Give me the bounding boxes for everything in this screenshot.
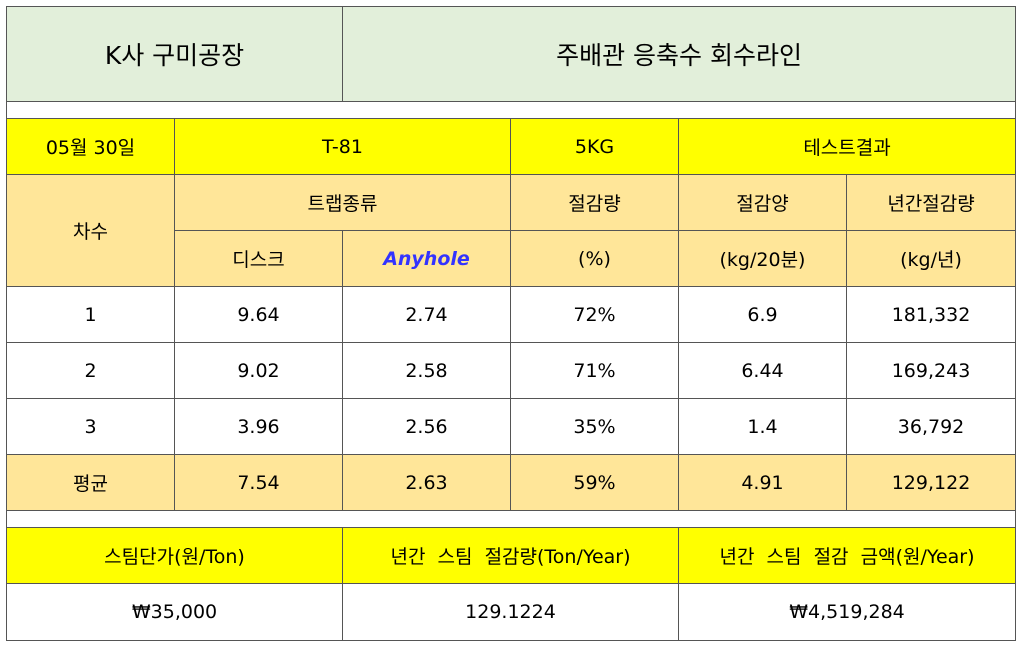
test-info-row: 05월 30일 T-81 5KG 테스트결과 (6, 118, 1017, 175)
average-disc: 7.54 (174, 454, 343, 511)
reduction-amount-header: 절감양 (678, 174, 847, 231)
round-cell: 1 (6, 286, 175, 343)
steam-price-label: 스팀단가(원/Ton) (6, 527, 343, 584)
column-header-row-2: 디스크 Anyhole (%) (kg/20분) (kg/년) (7, 230, 1017, 287)
table-row: 3 3.96 2.56 35% 1.4 36,792 (6, 398, 1017, 455)
model-cell: T-81 (174, 118, 511, 175)
round-cell: 3 (6, 398, 175, 455)
disc-header: 디스크 (174, 230, 343, 287)
table-row: 1 9.64 2.74 72% 6.9 181,332 (6, 286, 1017, 343)
annual-cost-value: ₩4,519,284 (677, 583, 1017, 641)
round-header: 차수 (6, 174, 175, 287)
table-row: 2 9.02 2.58 71% 6.44 169,243 (6, 342, 1017, 399)
trap-type-header: 트랩종류 (174, 174, 511, 231)
annual-cell: 169,243 (845, 342, 1017, 399)
summary-value-row: ₩35,000 129.1224 ₩4,519,284 (6, 583, 1017, 641)
round-cell: 2 (6, 342, 175, 399)
average-anyhole: 2.63 (342, 454, 511, 511)
pressure-cell: 5KG (510, 118, 679, 175)
spacer-cell (5, 101, 1017, 119)
rate-cell: 72% (510, 286, 679, 343)
title-row: K사 구미공장 주배관 응축수 회수라인 (6, 6, 1017, 102)
unit-percent: (%) (510, 230, 679, 287)
result-label-cell: 테스트결과 (677, 118, 1017, 175)
reduction-rate-header: 절감량 (510, 174, 679, 231)
amount-cell: 6.9 (678, 286, 847, 343)
anyhole-cell: 2.58 (342, 342, 511, 399)
average-amount: 4.91 (678, 454, 847, 511)
average-rate: 59% (510, 454, 679, 511)
rate-cell: 71% (510, 342, 679, 399)
annual-steam-label: 년간 스팀 절감량(Ton/Year) (342, 527, 679, 584)
rate-cell: 35% (510, 398, 679, 455)
summary-header-row: 스팀단가(원/Ton) 년간 스팀 절감량(Ton/Year) 년간 스팀 절감… (6, 527, 1017, 584)
anyhole-cell: 2.56 (342, 398, 511, 455)
spacer-row (5, 101, 1017, 119)
line-cell: 주배관 응축수 회수라인 (341, 6, 1017, 102)
anyhole-header: Anyhole (342, 230, 511, 287)
spacer-row (5, 510, 1017, 528)
company-cell: K사 구미공장 (6, 6, 343, 102)
annual-reduction-header: 년간절감량 (845, 174, 1017, 231)
disc-cell: 3.96 (174, 398, 343, 455)
column-header-row-1: 차수 트랩종류 절감량 절감양 년간절감량 (6, 174, 1017, 287)
anyhole-cell: 2.74 (342, 286, 511, 343)
spacer-cell (5, 510, 1017, 528)
steam-trap-test-table: K사 구미공장 주배관 응축수 회수라인 05월 30일 T-81 5KG 테스… (5, 6, 1017, 641)
disc-cell: 9.64 (174, 286, 343, 343)
amount-cell: 6.44 (678, 342, 847, 399)
unit-kg20: (kg/20분) (678, 230, 847, 287)
date-cell: 05월 30일 (6, 118, 175, 175)
annual-steam-value: 129.1224 (342, 583, 679, 641)
annual-cost-label: 년간 스팀 절감 금액(원/Year) (677, 527, 1017, 584)
average-label: 평균 (6, 454, 175, 511)
annual-cell: 181,332 (845, 286, 1017, 343)
average-annual: 129,122 (845, 454, 1017, 511)
spreadsheet: K사 구미공장 주배관 응축수 회수라인 05월 30일 T-81 5KG 테스… (5, 6, 1017, 641)
disc-cell: 9.02 (174, 342, 343, 399)
steam-price-value: ₩35,000 (6, 583, 343, 641)
unit-kg-year: (kg/년) (845, 230, 1017, 287)
average-row: 평균 7.54 2.63 59% 4.91 129,122 (6, 454, 1017, 511)
annual-cell: 36,792 (845, 398, 1017, 455)
amount-cell: 1.4 (678, 398, 847, 455)
